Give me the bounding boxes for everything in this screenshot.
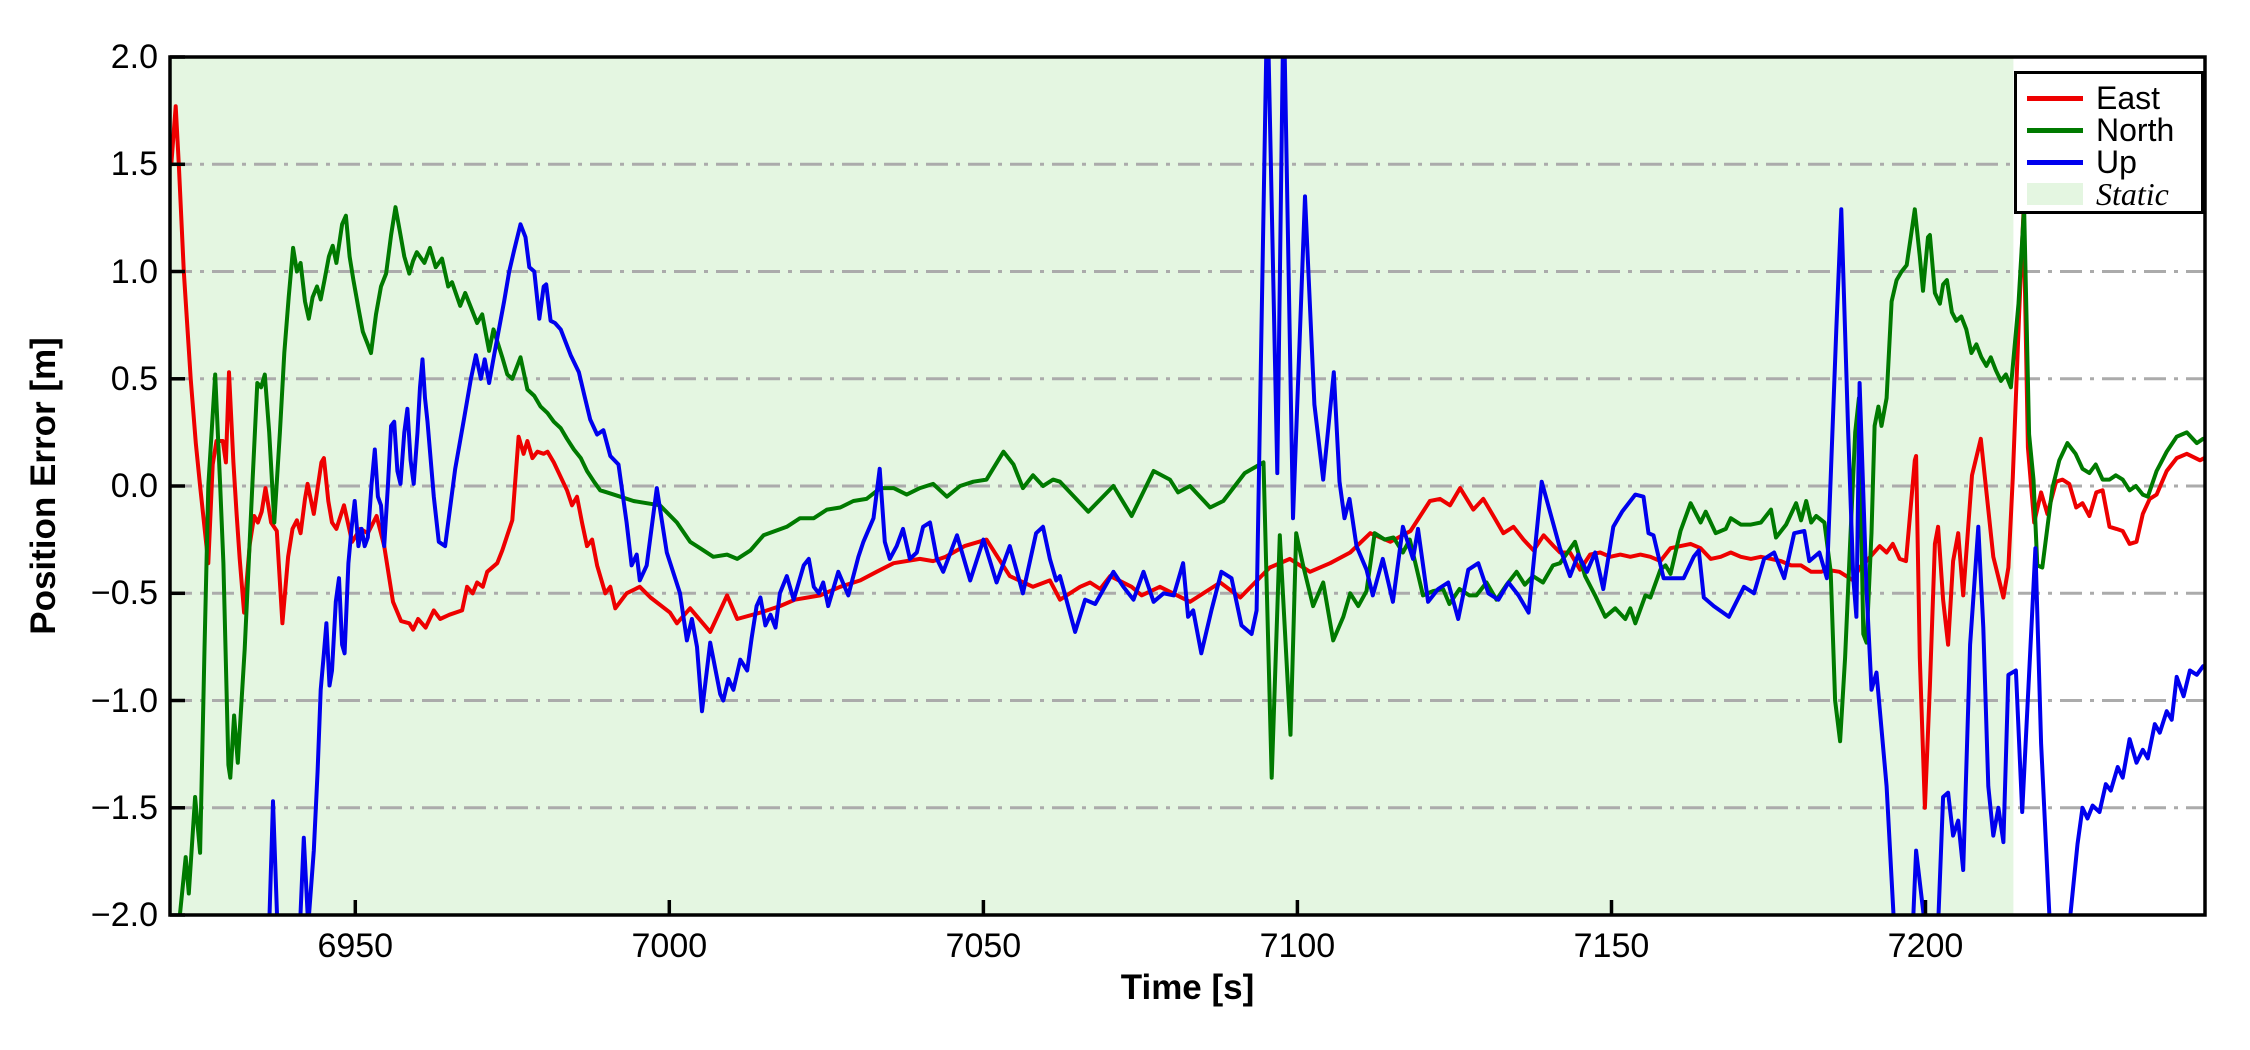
y-tick-label: 1.5	[110, 145, 158, 184]
y-tick-label: −0.5	[90, 574, 158, 613]
y-tick-label: −1.5	[90, 788, 158, 827]
legend: East North Up Static	[2014, 71, 2204, 214]
y-tick-label: 0.5	[110, 359, 158, 398]
east-line-swatch	[2027, 95, 2083, 101]
legend-entry-north: North	[2027, 114, 2201, 146]
legend-entry-east: East	[2027, 82, 2201, 114]
up-line-swatch	[2027, 159, 2083, 165]
north-line-swatch	[2027, 127, 2083, 133]
y-tick-label: 0.0	[110, 467, 158, 505]
y-tick-label: 1.0	[110, 252, 158, 291]
x-tick-label: 6950	[317, 927, 394, 965]
legend-label-static: Static	[2096, 176, 2169, 212]
y-tick-label: −2.0	[90, 896, 158, 934]
x-axis-label: Time [s]	[1120, 968, 1255, 1007]
y-tick-label: −1.0	[90, 681, 158, 720]
legend-label-north: North	[2096, 112, 2175, 148]
y-tick-label: 2.0	[110, 38, 158, 76]
legend-label-east: East	[2096, 80, 2161, 116]
x-tick-label: 7000	[631, 927, 708, 965]
legend-entry-static: Static	[2027, 178, 2201, 210]
plot-frame	[168, 55, 2207, 917]
x-tick-label: 7100	[1259, 927, 1336, 965]
north-series-line	[177, 205, 2205, 915]
x-tick-label: 7200	[1887, 927, 1964, 965]
static-patch-swatch	[2027, 183, 2083, 205]
legend-entry-up: Up	[2027, 146, 2201, 178]
up-series-line	[267, 57, 2205, 915]
legend-label-up: Up	[2096, 144, 2137, 180]
x-tick-label: 7150	[1573, 927, 1650, 965]
x-tick-label: 7050	[945, 927, 1022, 965]
